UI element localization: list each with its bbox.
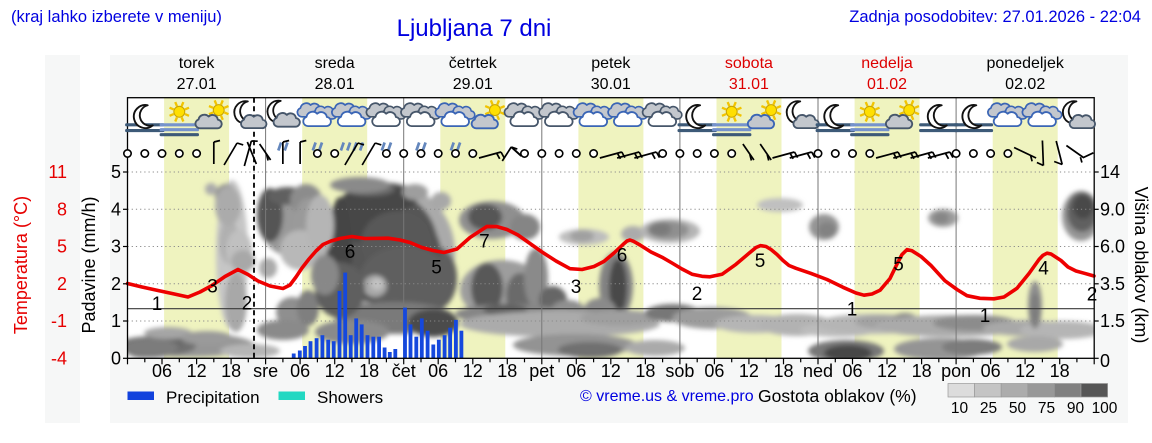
svg-text:06: 06 [842, 361, 862, 381]
svg-text:2: 2 [57, 274, 67, 294]
svg-text:30.01: 30.01 [591, 76, 631, 93]
svg-text:5: 5 [755, 251, 766, 272]
svg-text:18: 18 [359, 361, 379, 381]
svg-text:pon: pon [941, 361, 971, 381]
svg-text:© vreme.us & vreme.pro: © vreme.us & vreme.pro [580, 388, 754, 405]
svg-text:sreda: sreda [315, 55, 355, 72]
svg-text:četrtek: četrtek [449, 55, 498, 72]
svg-text:2: 2 [111, 274, 121, 294]
svg-text:18: 18 [221, 361, 241, 381]
svg-text:50: 50 [1009, 400, 1027, 417]
svg-text:18: 18 [635, 361, 655, 381]
svg-text:-1: -1 [51, 311, 67, 331]
svg-text:18: 18 [1050, 361, 1070, 381]
svg-text:0: 0 [1100, 351, 1110, 371]
svg-text:12: 12 [1015, 361, 1035, 381]
svg-text:pet: pet [529, 361, 554, 381]
svg-text:10: 10 [951, 400, 969, 417]
svg-text:3.5: 3.5 [1100, 274, 1125, 294]
svg-text:5: 5 [893, 255, 904, 276]
svg-text:7: 7 [479, 232, 490, 253]
svg-text:01.02: 01.02 [867, 76, 907, 93]
svg-text:Zadnja posodobitev: 27.01.2026: Zadnja posodobitev: 27.01.2026 - 22:04 [849, 8, 1141, 26]
svg-text:06: 06 [981, 361, 1001, 381]
svg-text:petek: petek [591, 55, 631, 72]
svg-text:27.01: 27.01 [177, 76, 217, 93]
svg-text:06: 06 [566, 361, 586, 381]
svg-text:12: 12 [325, 361, 345, 381]
svg-text:1: 1 [847, 300, 858, 321]
svg-text:14: 14 [1100, 162, 1120, 182]
svg-text:18: 18 [773, 361, 793, 381]
svg-text:06: 06 [290, 361, 310, 381]
svg-text:3: 3 [571, 277, 582, 298]
svg-text:1: 1 [980, 306, 991, 327]
svg-text:-4: -4 [51, 348, 67, 368]
svg-text:12: 12 [463, 361, 483, 381]
svg-text:torek: torek [179, 55, 216, 72]
svg-text:29.01: 29.01 [453, 76, 493, 93]
svg-text:Padavine (mm/h): Padavine (mm/h) [79, 196, 99, 333]
svg-text:06: 06 [704, 361, 724, 381]
svg-text:2: 2 [692, 284, 703, 305]
svg-text:75: 75 [1038, 400, 1055, 417]
svg-text:4: 4 [111, 199, 121, 219]
svg-text:1.5: 1.5 [1100, 311, 1125, 331]
svg-text:100: 100 [1092, 400, 1118, 417]
svg-text:6: 6 [617, 246, 628, 267]
svg-text:12: 12 [877, 361, 897, 381]
svg-text:sre: sre [253, 361, 278, 381]
svg-text:06: 06 [152, 361, 172, 381]
svg-text:Precipitation: Precipitation [166, 388, 260, 407]
svg-text:12: 12 [187, 361, 207, 381]
svg-text:(kraj lahko izberete v meniju): (kraj lahko izberete v meniju) [11, 8, 222, 26]
svg-text:06: 06 [428, 361, 448, 381]
svg-text:5: 5 [431, 258, 442, 279]
svg-text:sob: sob [665, 361, 694, 381]
svg-text:5: 5 [57, 237, 67, 257]
svg-text:25: 25 [980, 400, 997, 417]
svg-text:nedelja: nedelja [861, 55, 913, 72]
svg-text:11: 11 [48, 162, 67, 182]
svg-text:Gostota oblakov (%): Gostota oblakov (%) [758, 386, 917, 406]
svg-text:5: 5 [111, 162, 121, 182]
svg-text:2: 2 [242, 294, 253, 315]
svg-text:3: 3 [207, 277, 218, 298]
svg-text:12: 12 [601, 361, 621, 381]
svg-text:4: 4 [1038, 259, 1049, 280]
svg-text:9.0: 9.0 [1100, 199, 1125, 219]
svg-text:ponedeljek: ponedeljek [986, 55, 1064, 72]
svg-text:18: 18 [497, 361, 517, 381]
svg-text:Showers: Showers [317, 388, 383, 407]
svg-text:6.0: 6.0 [1100, 237, 1125, 257]
svg-text:18: 18 [912, 361, 932, 381]
svg-text:Temperatura (°C): Temperatura (°C) [11, 196, 31, 334]
svg-text:12: 12 [739, 361, 759, 381]
svg-text:31.01: 31.01 [729, 76, 769, 93]
svg-text:sobota: sobota [725, 55, 773, 72]
svg-text:2: 2 [1087, 285, 1098, 306]
svg-text:3: 3 [111, 237, 121, 257]
svg-text:02.02: 02.02 [1005, 76, 1045, 93]
svg-text:28.01: 28.01 [315, 76, 355, 93]
svg-text:1: 1 [111, 311, 121, 331]
svg-text:Višina oblakov (km): Višina oblakov (km) [1131, 187, 1151, 344]
svg-text:ned: ned [803, 361, 833, 381]
svg-text:90: 90 [1067, 400, 1085, 417]
svg-text:8: 8 [57, 199, 67, 219]
svg-text:Ljubljana 7 dni: Ljubljana 7 dni [397, 15, 552, 42]
svg-text:0: 0 [111, 348, 121, 368]
svg-text:čet: čet [392, 361, 416, 381]
svg-text:6: 6 [345, 242, 356, 263]
svg-text:1: 1 [152, 294, 163, 315]
